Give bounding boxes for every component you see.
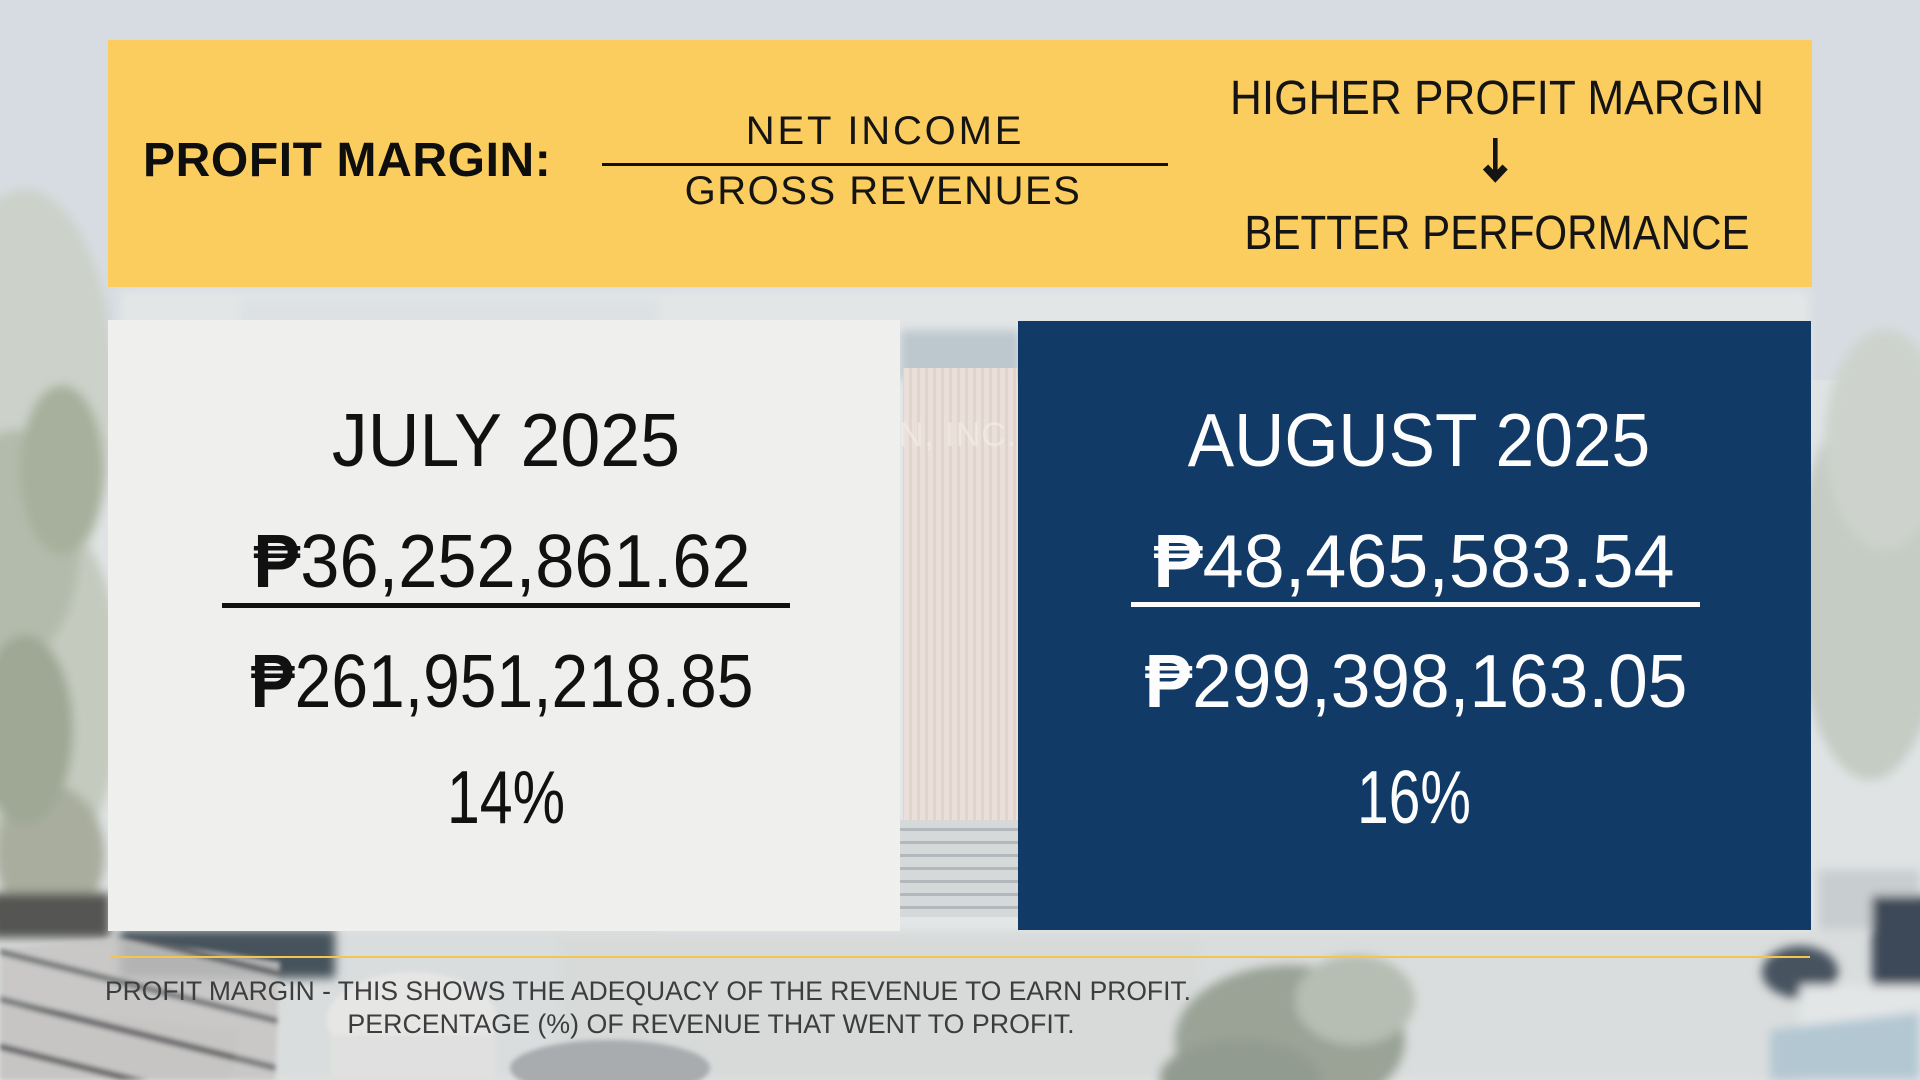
svg-text:N, INC.: N, INC.	[899, 416, 1017, 454]
